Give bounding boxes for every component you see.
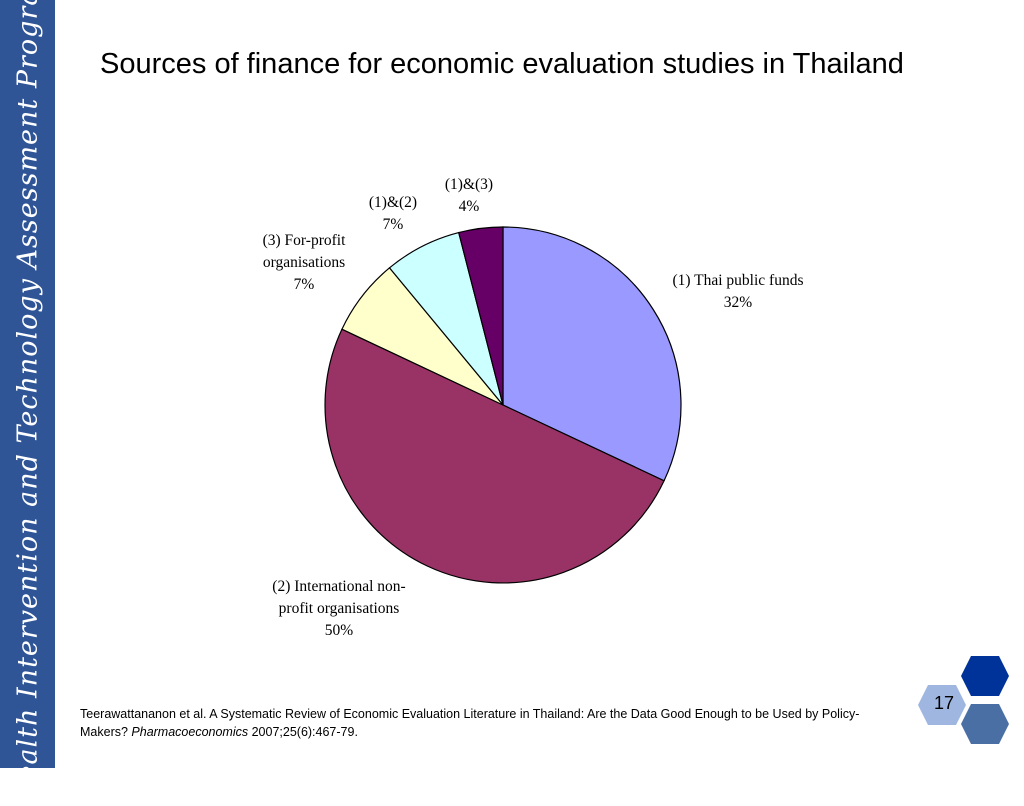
pie-slice-2 xyxy=(324,328,665,584)
pie-chart: (1) Thai public funds 32% (2) Internationa… xyxy=(263,176,804,639)
pie-label-2: (2) International non-profit organisatio… xyxy=(272,578,405,639)
pie-label-line: 4% xyxy=(459,198,480,215)
pie-label-line: (3) For-profit xyxy=(263,232,346,249)
pie-slice-5 xyxy=(458,226,504,406)
citation-journal: Pharmacoeconomics xyxy=(131,725,249,739)
pie-label-line: 50% xyxy=(325,622,354,639)
hexagon-decoration xyxy=(918,652,1024,768)
pie-slice-1 xyxy=(502,226,682,482)
slide-title: Sources of finance for economic evaluati… xyxy=(100,48,904,80)
citation-text: Teerawattananon et al. A Systematic Revi… xyxy=(80,707,860,739)
pie-label-line: 7% xyxy=(383,216,404,233)
pie-label-line: 7% xyxy=(294,276,315,293)
hexagon-bottom xyxy=(961,704,1009,744)
page-number: 17 xyxy=(933,693,955,713)
pie-label-3: (3) For-profit organisations 7% xyxy=(263,232,346,293)
hexagon-left xyxy=(918,685,966,725)
hexagon-top xyxy=(961,656,1009,696)
pie-label-line: (1) Thai public funds xyxy=(672,272,803,289)
citation-details: 2007;25(6):467-79. xyxy=(248,725,358,739)
pie-label-line: organisations xyxy=(263,254,345,271)
pie-label-5: (1)&(3) 4% xyxy=(445,176,493,215)
pie-label-1: (1) Thai public funds 32% xyxy=(672,272,803,311)
pie-label-line: (1)&(3) xyxy=(445,176,493,193)
pie-label-line: 32% xyxy=(724,294,753,311)
sidebar-band: Health Intervention and Technology Asses… xyxy=(0,0,55,806)
pie-label-line: (1)&(2) xyxy=(369,194,417,211)
citation: Teerawattananon et al. A Systematic Revi… xyxy=(80,705,880,741)
pie-label-line: (2) International non- xyxy=(272,578,405,595)
pie-label-4: (1)&(2) 7% xyxy=(369,194,417,233)
pie-label-line: profit organisations xyxy=(279,600,400,617)
